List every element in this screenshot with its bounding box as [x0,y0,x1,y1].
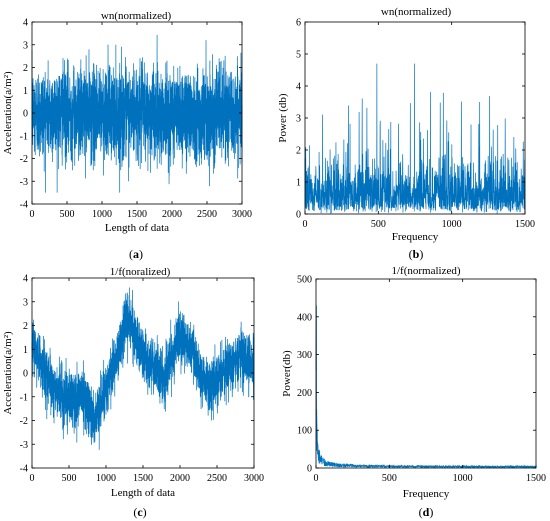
y-tick-label: 0 [307,464,312,475]
x-tick-label: 500 [62,473,77,484]
series-line [315,305,537,469]
y-tick-label: 2 [23,63,28,74]
y-tick-label: 4 [23,18,28,29]
y-tick-label: 5 [296,50,301,61]
panel-caption: (c) [133,505,146,519]
series-line [31,34,243,193]
x-tick-label: 2500 [197,209,217,220]
chart-a: 0 500 1000 1500 2000 2500 3000 -4 -3 -2 -1 0 1 2 3 4 wn(… [2,10,252,261]
x-tick-label: 500 [382,473,397,484]
x-tick-label: 0 [30,209,35,220]
x-tick-label: 500 [371,219,386,230]
x-tick-label: 1000 [442,219,462,230]
x-tick-label: 0 [30,473,35,484]
y-axis-label: Power(db) [281,350,293,397]
panel-caption: (d) [419,505,434,519]
x-tick-label: 1500 [133,473,153,484]
x-axis-label: Frequency [403,488,450,500]
y-tick-label: 4 [23,274,28,285]
y-tick-label: 4 [296,82,301,93]
y-tick-label: 0 [296,210,301,221]
y-tick-label: 500 [297,275,312,286]
chart-title: 1/f(normalized) [391,265,460,277]
series-line [31,287,255,450]
x-tick-label: 3000 [244,473,264,484]
y-tick-label: -4 [20,200,28,211]
y-tick-label: 3 [23,297,28,308]
series-line [304,63,526,214]
x-tick-label: 0 [314,473,319,484]
chart-c: 0 500 1000 1500 2000 2500 3000 -4 -3 -2 -1 0 1 2 3 4 1/f… [2,266,264,519]
y-tick-label: -3 [20,440,28,451]
x-tick-label: 2000 [162,209,182,220]
y-tick-label: 2 [23,321,28,332]
x-tick-label: 1500 [127,209,147,220]
y-tick-label: 100 [297,426,312,437]
axes-box [315,278,537,469]
x-tick-label: 2500 [207,473,227,484]
y-tick-label: 1 [23,345,28,356]
panel-caption: (a) [129,247,143,261]
y-tick-label: -3 [20,177,28,188]
x-tick-label: 1000 [453,473,473,484]
y-tick-label: 3 [296,114,301,125]
chart-title: 1/f(noralized) [110,266,171,278]
x-tick-label: 0 [303,219,308,230]
x-tick-label: 1000 [92,209,112,220]
y-tick-label: -4 [20,464,28,475]
panel-caption: (b) [409,247,424,261]
chart-title: wn(normalized) [101,10,172,22]
y-tick-label: 2 [296,146,301,157]
x-axis-label: Length of data [105,222,169,234]
x-tick-label: 1500 [515,219,535,230]
y-tick-label: 300 [297,350,312,361]
y-tick-label: -1 [20,392,28,403]
y-axis-label: Power (db) [277,93,289,143]
y-tick-label: 3 [23,40,28,51]
y-tick-label: -2 [20,154,28,165]
x-tick-label: 2000 [170,473,190,484]
x-tick-label: 3000 [232,209,252,220]
x-tick-label: 1500 [526,473,546,484]
y-axis-label: Acceleration(a/m²) [2,331,14,415]
x-tick-label: 1000 [96,473,116,484]
y-tick-label: -2 [20,416,28,427]
y-tick-label: 200 [297,388,312,399]
y-tick-label: 1 [23,86,28,97]
y-tick-label: 0 [23,369,28,380]
chart-title: wn(normalized) [381,6,452,18]
chart-b: 0 500 1000 1500 0 1 2 3 4 5 6 wn(normalized) Frequen… [277,6,535,261]
y-tick-label: 400 [297,312,312,323]
x-axis-label: Frequency [392,231,439,243]
chart-d: 0 500 1000 1500 0 100 200 300 400 500 1/f(normaliz… [281,265,546,519]
y-tick-label: 1 [296,178,301,189]
y-axis-label: Acceleration(a/m²) [2,71,14,155]
y-tick-label: -1 [20,131,28,142]
x-tick-label: 500 [60,209,75,220]
x-axis-label: Length of data [111,487,175,499]
y-tick-label: 6 [296,18,301,29]
y-tick-label: 0 [23,109,28,120]
